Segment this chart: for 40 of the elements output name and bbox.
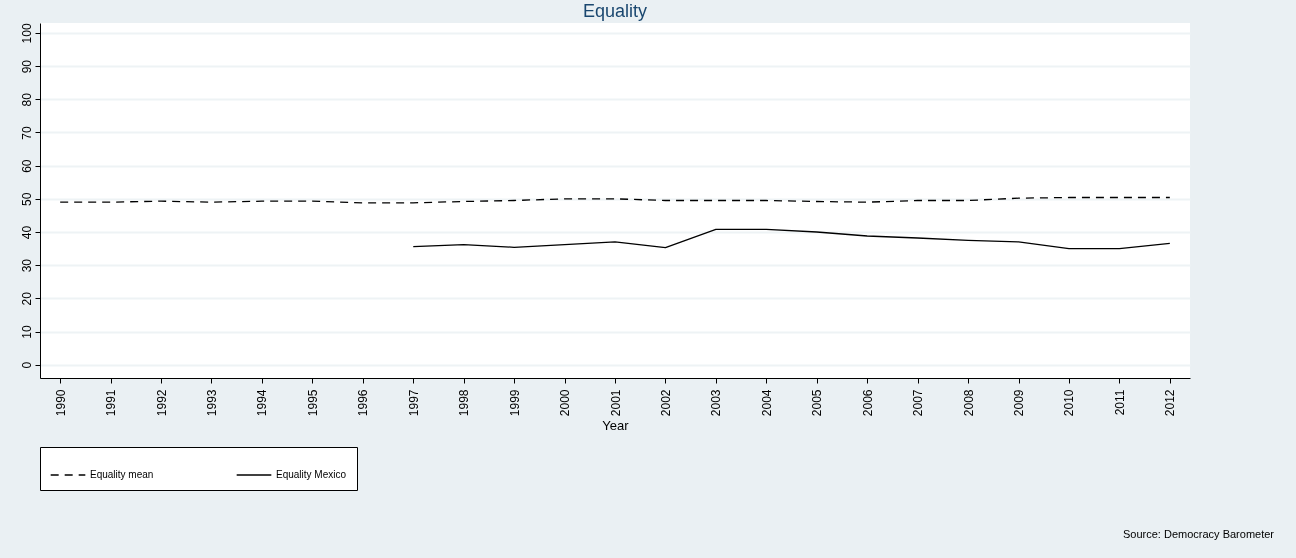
x-tick-label: 1991 xyxy=(104,389,119,417)
y-tick-label: 10 xyxy=(19,325,34,339)
x-tick-label: 1999 xyxy=(507,389,522,417)
y-tick-label: 60 xyxy=(19,159,34,173)
y-tick-label: 100 xyxy=(19,23,34,44)
x-tick-label: 2005 xyxy=(810,389,825,417)
y-tick-label: 40 xyxy=(19,225,34,240)
y-tick-label: 50 xyxy=(19,192,34,207)
x-tick-label: 2000 xyxy=(558,389,573,417)
x-tick-label: 2003 xyxy=(709,389,724,417)
legend-label: Equality Mexico xyxy=(276,469,347,480)
x-tick-label: 1998 xyxy=(457,389,472,417)
legend-label: Equality mean xyxy=(90,469,154,480)
x-tick-label: 2001 xyxy=(608,389,623,417)
y-tick-label: 70 xyxy=(19,125,34,140)
x-tick-label: 2004 xyxy=(759,389,774,417)
x-tick-label: 1993 xyxy=(204,389,219,417)
x-axis-title: Year xyxy=(602,418,630,434)
line-series xyxy=(412,228,1171,250)
x-tick-label: 2011 xyxy=(1112,389,1127,416)
x-tick-label: 2008 xyxy=(961,389,976,417)
x-tick-label: 1996 xyxy=(356,389,371,417)
x-tick-label: 2006 xyxy=(860,389,875,417)
x-tick-label: 1992 xyxy=(154,389,169,417)
x-tick-label: 1995 xyxy=(305,389,320,417)
source-note: Source: Democracy Barometer xyxy=(1123,528,1274,540)
x-tick-label: 2010 xyxy=(1062,389,1077,417)
y-tick-label: 0 xyxy=(19,361,34,369)
x-tick-label: 1990 xyxy=(53,389,68,417)
y-tick-label: 30 xyxy=(19,258,34,273)
chart-title: Equality xyxy=(582,0,648,21)
x-tick-label: 2009 xyxy=(1012,389,1027,417)
x-tick-label: 1997 xyxy=(406,389,421,417)
x-tick-label: 1994 xyxy=(255,389,270,417)
y-tick-label: 20 xyxy=(19,291,34,306)
x-tick-label: 2007 xyxy=(911,389,926,417)
x-tick-label: 2012 xyxy=(1163,389,1178,417)
x-tick-label: 2002 xyxy=(658,389,673,417)
y-tick-label: 80 xyxy=(19,92,34,107)
y-tick-label: 90 xyxy=(19,59,34,74)
